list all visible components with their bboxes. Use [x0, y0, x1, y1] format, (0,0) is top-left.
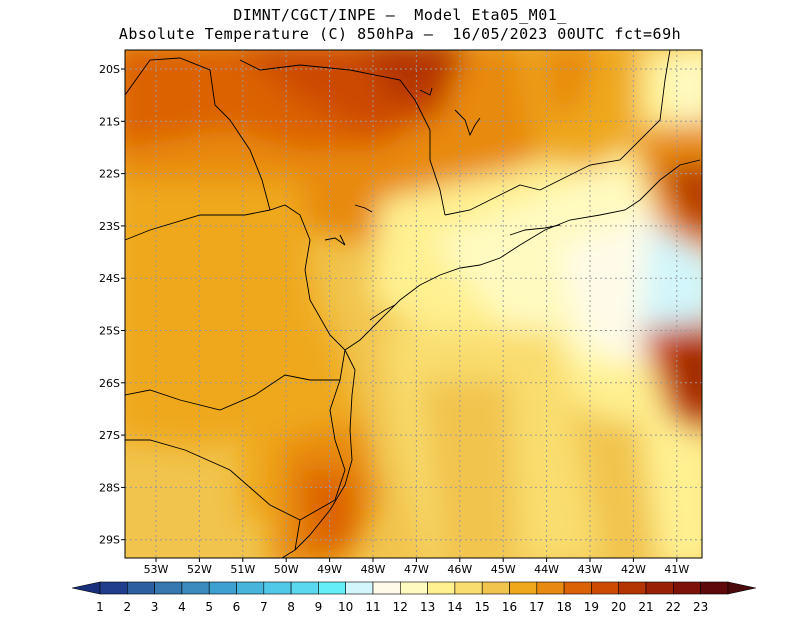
colorbar-swatch	[645, 581, 674, 595]
colorbar-label: 11	[365, 600, 380, 614]
colorbar-label: 19	[584, 600, 599, 614]
lon-label: 49W	[317, 563, 342, 576]
colorbar-swatch	[154, 581, 183, 595]
colorbar-label: 6	[233, 600, 241, 614]
colorbar-swatch	[591, 581, 620, 595]
colorbar-swatch	[399, 581, 428, 595]
lat-label: 24S	[99, 272, 120, 285]
colorbar-swatch	[700, 581, 729, 595]
colorbar-swatch	[236, 581, 265, 595]
colorbar-swatch	[454, 581, 483, 595]
colorbar-label: 2	[123, 600, 131, 614]
longitude-ticks	[155, 558, 678, 562]
colorbar-swatch	[618, 581, 647, 595]
colorbar-swatch	[290, 581, 319, 595]
colorbar-swatch	[99, 581, 128, 595]
colorbar-swatch	[318, 581, 346, 595]
lat-label: 22S	[99, 168, 120, 181]
colorbar-label: 18	[556, 600, 571, 614]
colorbar-right-cap	[727, 581, 756, 595]
longitude-labels: 53W 52W 51W 50W 49W 48W 47W 46W 45W 44W 43W 42W 41W	[144, 563, 690, 576]
colorbar-swatch	[427, 581, 456, 595]
latitude-ticks	[121, 68, 125, 541]
colorbar-label: 15	[475, 600, 490, 614]
lon-label: 46W	[447, 563, 472, 576]
colorbar-swatch	[127, 581, 155, 595]
colorbar-swatch	[672, 581, 701, 595]
lat-label: 27S	[99, 429, 120, 442]
colorbar-label: 17	[529, 600, 544, 614]
colorbar-label: 13	[420, 600, 435, 614]
lon-label: 50W	[274, 563, 299, 576]
colorbar-label: 21	[638, 600, 653, 614]
colorbar-label: 1	[96, 600, 104, 614]
coastline-and-borders	[125, 50, 701, 558]
colorbar-label: 16	[502, 600, 517, 614]
lon-label: 51W	[230, 563, 255, 576]
colorbar-label: 8	[287, 600, 295, 614]
lon-label: 42W	[621, 563, 646, 576]
lat-label: 23S	[99, 220, 120, 233]
colorbar-left-cap	[71, 581, 101, 595]
colorbar	[71, 581, 756, 595]
lat-label: 20S	[99, 63, 120, 76]
colorbar-label: 3	[151, 600, 159, 614]
lon-label: 44W	[534, 563, 559, 576]
colorbar-swatch	[208, 581, 237, 595]
colorbar-swatch	[372, 581, 401, 595]
colorbar-swatch	[481, 581, 510, 595]
map-frame	[124, 49, 703, 559]
lon-label: 43W	[578, 563, 603, 576]
lon-label: 52W	[187, 563, 212, 576]
lon-label: 48W	[361, 563, 386, 576]
colorbar-label: 23	[693, 600, 708, 614]
colorbar-labels: 1 2 3 4 5 6 7 8 9 10 11 12 13 14 15 16 17 18 19 20 21 22 23	[96, 600, 708, 614]
lat-label: 21S	[99, 115, 120, 128]
colorbar-swatch	[536, 581, 565, 595]
lon-label: 45W	[491, 563, 516, 576]
colorbar-swatch	[509, 581, 538, 595]
colorbar-label: 10	[338, 600, 353, 614]
map-title-line-1: DIMNT/CGCT/INPE – Model Eta05_M01_	[233, 6, 567, 24]
colorbar-label: 5	[205, 600, 213, 614]
map-gridlines	[125, 50, 702, 558]
colorbar-swatch	[181, 581, 210, 595]
lon-label: 53W	[144, 563, 169, 576]
map-title-line-2: Absolute Temperature (C) 850hPa – 16/05/…	[118, 25, 682, 43]
colorbar-label: 12	[393, 600, 408, 614]
lat-label: 25S	[99, 325, 120, 338]
colorbar-label: 4	[178, 600, 186, 614]
colorbar-swatch	[563, 581, 592, 595]
colorbar-label: 22	[666, 600, 681, 614]
lat-label: 29S	[99, 534, 120, 547]
colorbar-label: 7	[260, 600, 268, 614]
colorbar-label: 9	[315, 600, 323, 614]
colorbar-label: 14	[447, 600, 462, 614]
lat-label: 28S	[99, 481, 120, 494]
temperature-field	[125, 50, 702, 558]
colorbar-label: 20	[611, 600, 626, 614]
lon-label: 47W	[404, 563, 429, 576]
colorbar-swatch	[345, 581, 374, 595]
latitude-labels: 20S 21S 22S 23S 24S 25S 26S 27S 28S 29S	[99, 63, 120, 547]
lon-label: 41W	[664, 563, 689, 576]
lat-label: 26S	[99, 377, 120, 390]
colorbar-swatch	[263, 581, 292, 595]
